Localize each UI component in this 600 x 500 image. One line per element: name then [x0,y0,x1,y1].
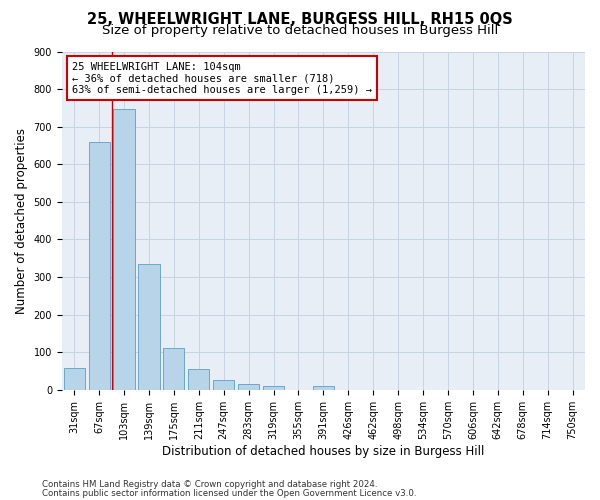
Text: 25, WHEELWRIGHT LANE, BURGESS HILL, RH15 0QS: 25, WHEELWRIGHT LANE, BURGESS HILL, RH15… [87,12,513,28]
Y-axis label: Number of detached properties: Number of detached properties [15,128,28,314]
Bar [238,384,259,390]
Text: Contains HM Land Registry data © Crown copyright and database right 2024.: Contains HM Land Registry data © Crown c… [42,480,377,489]
Bar [313,386,334,390]
Text: Contains public sector information licensed under the Open Government Licence v3: Contains public sector information licen… [42,488,416,498]
Bar [113,108,134,390]
X-axis label: Distribution of detached houses by size in Burgess Hill: Distribution of detached houses by size … [162,444,485,458]
Bar [263,386,284,390]
Bar [89,142,110,390]
Bar [188,369,209,390]
Bar [64,368,85,390]
Text: 25 WHEELWRIGHT LANE: 104sqm
← 36% of detached houses are smaller (718)
63% of se: 25 WHEELWRIGHT LANE: 104sqm ← 36% of det… [72,62,372,95]
Bar [163,348,184,390]
Bar [139,264,160,390]
Bar [213,380,235,390]
Text: Size of property relative to detached houses in Burgess Hill: Size of property relative to detached ho… [102,24,498,37]
